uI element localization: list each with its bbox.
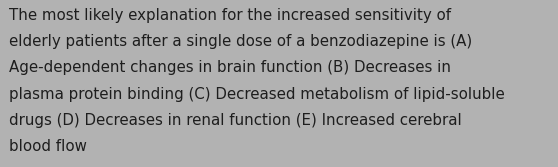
Text: blood flow: blood flow [9,139,87,154]
Text: The most likely explanation for the increased sensitivity of: The most likely explanation for the incr… [9,8,451,23]
Text: drugs (D) Decreases in renal function (E) Increased cerebral: drugs (D) Decreases in renal function (E… [9,113,461,128]
Text: elderly patients after a single dose of a benzodiazepine is (A): elderly patients after a single dose of … [9,34,472,49]
Text: plasma protein binding (C) Decreased metabolism of lipid-soluble: plasma protein binding (C) Decreased met… [9,87,504,102]
Text: Age-dependent changes in brain function (B) Decreases in: Age-dependent changes in brain function … [9,60,451,75]
